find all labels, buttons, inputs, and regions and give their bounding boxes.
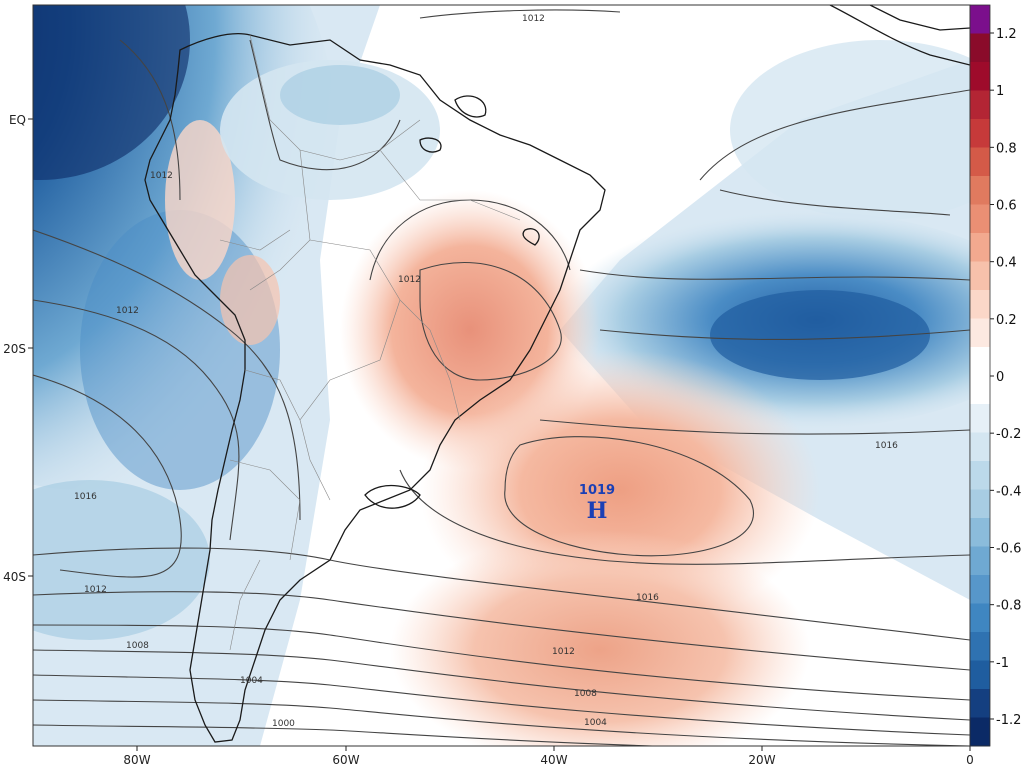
country-borders bbox=[219, 34, 521, 651]
colorbar-band bbox=[970, 546, 990, 576]
colorbar-tick-label: -1.2 bbox=[996, 713, 1021, 728]
isobar-label: 1012 bbox=[522, 14, 545, 24]
isobars bbox=[33, 9, 970, 746]
colorbar-tick-label: 0.4 bbox=[996, 256, 1017, 271]
colorbar-band bbox=[970, 632, 990, 661]
colorbar-band bbox=[970, 489, 990, 519]
colorbar-tick-label: 0.8 bbox=[996, 141, 1017, 156]
isobar-label: 1012 bbox=[398, 275, 421, 285]
isobar-label: 1008 bbox=[574, 689, 597, 699]
colorbar-band bbox=[970, 62, 990, 91]
isobar-labels: 1012 1012 1012 1016 1012 1008 1004 1000 … bbox=[74, 14, 898, 729]
colorbar-band bbox=[970, 432, 990, 462]
isobar-label: 1012 bbox=[116, 306, 139, 316]
high-pressure-center: 1019 H bbox=[579, 483, 615, 524]
isobar-label: 1004 bbox=[584, 718, 607, 728]
isobar-label: 1016 bbox=[875, 441, 898, 451]
isobar-label: 1000 bbox=[272, 719, 295, 729]
colorbar-tick-label: -1 bbox=[996, 656, 1009, 671]
colorbar-band bbox=[970, 717, 990, 747]
coastlines bbox=[144, 5, 970, 743]
colorbar-band bbox=[970, 290, 990, 319]
lat-label: 20S bbox=[3, 342, 26, 356]
colorbar-band bbox=[970, 176, 990, 205]
colorbar-tick-label: -0.4 bbox=[996, 484, 1021, 499]
colorbar-tick-label: 0.6 bbox=[996, 199, 1017, 214]
lon-label: 20W bbox=[748, 753, 775, 767]
longitude-labels: 80W 60W 40W 20W 0 bbox=[123, 746, 974, 767]
colorbar-band bbox=[970, 233, 990, 262]
lat-label: 40S bbox=[3, 570, 26, 584]
colorbar-band bbox=[970, 603, 990, 633]
colorbar-band bbox=[970, 347, 990, 376]
south-america-coastline bbox=[144, 33, 606, 743]
isobar-label: 1016 bbox=[636, 593, 659, 603]
colorbar-band bbox=[970, 5, 990, 34]
colorbar: 1.2 1 0.8 0.6 0.4 0.2 0 -0.2 -0.4 -0.6 -0.8 -1 -1.2 bbox=[969, 4, 1021, 747]
isobar-label: 1012 bbox=[84, 585, 107, 595]
colorbar-tick-label: 0.2 bbox=[996, 313, 1017, 328]
colorbar-tick-label: -0.6 bbox=[996, 542, 1021, 557]
colorbar-tick-label: 0 bbox=[996, 370, 1004, 385]
colorbar-band bbox=[970, 689, 990, 718]
colorbar-band bbox=[970, 404, 990, 433]
high-center-letter: H bbox=[587, 498, 608, 524]
colorbar-tick-label: 1 bbox=[996, 84, 1004, 99]
lon-label: 80W bbox=[123, 753, 150, 767]
high-center-value: 1019 bbox=[579, 483, 615, 498]
colorbar-band bbox=[970, 90, 990, 120]
isobar-label: 1016 bbox=[74, 492, 97, 502]
lon-label: 0 bbox=[966, 753, 974, 767]
colorbar-band bbox=[970, 119, 990, 148]
colorbar-band bbox=[970, 318, 990, 348]
colorbar-band bbox=[970, 33, 990, 63]
colorbar-band bbox=[970, 204, 990, 234]
colorbar-band bbox=[970, 147, 990, 177]
colorbar-tick-label: -0.2 bbox=[996, 427, 1021, 442]
colorbar-band bbox=[970, 518, 990, 547]
lon-label: 40W bbox=[540, 753, 567, 767]
colorbar-band bbox=[970, 461, 990, 490]
latitude-labels: EQ 20S 40S bbox=[3, 113, 33, 584]
colorbar-band bbox=[970, 660, 990, 690]
colorbar-tick-label: -0.8 bbox=[996, 599, 1021, 614]
colorbar-band bbox=[970, 575, 990, 604]
lon-label: 60W bbox=[332, 753, 359, 767]
isobar-label: 1012 bbox=[150, 171, 173, 181]
lat-label: EQ bbox=[9, 113, 26, 127]
isobar-label: 1004 bbox=[240, 676, 263, 686]
colorbar-band bbox=[970, 261, 990, 291]
isobar-label: 1008 bbox=[126, 641, 149, 651]
isobar-label: 1012 bbox=[552, 647, 575, 657]
colorbar-tick-label: 1.2 bbox=[996, 27, 1017, 42]
colorbar-band bbox=[970, 375, 990, 405]
